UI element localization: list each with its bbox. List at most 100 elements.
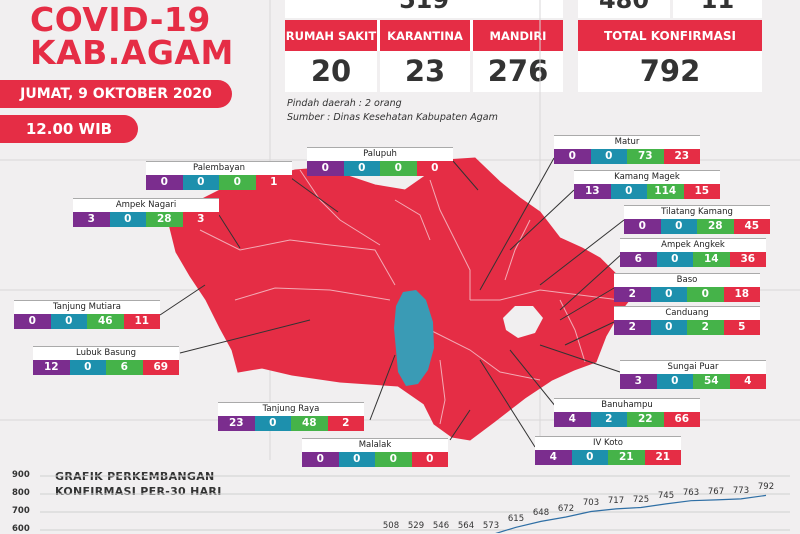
stat-value-karantina: 23 xyxy=(404,54,446,88)
partial-stat-value-a: 480 xyxy=(598,0,650,14)
district-sungai-puar: Sungai Puar 3 0 54 4 xyxy=(620,360,766,389)
district-value: 11 xyxy=(123,314,160,329)
district-value: 4 xyxy=(535,450,572,465)
district-value: 66 xyxy=(663,412,700,427)
point-value-label: 745 xyxy=(657,490,675,501)
district-value: 2 xyxy=(614,287,651,302)
district-value: 2 xyxy=(687,320,724,335)
district-tilatang-kamang: Tilatang Kamang 0 0 28 45 xyxy=(624,205,770,234)
district-value: 4 xyxy=(554,412,591,427)
district-value: 21 xyxy=(644,450,681,465)
district-name: Tanjung Raya xyxy=(218,402,364,416)
district-value: 0 xyxy=(411,452,448,467)
district-name: Canduang xyxy=(614,306,760,320)
total-value: 792 xyxy=(639,54,701,88)
note-pindah: Pindah daerah : 2 orang xyxy=(287,98,402,109)
district-value: 0 xyxy=(554,149,591,164)
point-value-label: 564 xyxy=(457,521,475,531)
district-value: 46 xyxy=(87,314,124,329)
district-value: 0 xyxy=(650,287,687,302)
district-value: 0 xyxy=(624,219,661,234)
district-value: 73 xyxy=(627,149,664,164)
y-tick-label: 700 xyxy=(12,506,30,516)
district-value: 12 xyxy=(33,360,70,375)
district-value: 0 xyxy=(50,314,87,329)
district-value: 0 xyxy=(416,161,453,176)
y-tick-label: 900 xyxy=(12,470,30,480)
district-name: Baso xyxy=(614,273,760,287)
district-name: Sungai Puar xyxy=(620,360,766,374)
district-value: 1 xyxy=(255,175,292,190)
district-ampek-angkek: Ampek Angkek 6 0 14 36 xyxy=(620,238,766,267)
district-value: 0 xyxy=(302,452,339,467)
district-value: 28 xyxy=(146,212,183,227)
treatment-stats: RUMAH SAKIT KARANTINA MANDIRI 20 23 276 xyxy=(285,20,563,92)
total-stats: TOTAL KONFIRMASI 792 xyxy=(578,20,762,92)
point-value-label: 703 xyxy=(582,498,600,509)
y-tick-label: 800 xyxy=(12,488,30,498)
district-tanjung-mutiara: Tanjung Mutiara 0 0 46 11 xyxy=(14,300,160,329)
district-value: 0 xyxy=(69,360,106,375)
district-ampek-nagari: Ampek Nagari 3 0 28 3 xyxy=(73,198,219,227)
district-value: 2 xyxy=(614,320,651,335)
district-name: Banuhampu xyxy=(554,398,700,412)
district-value: 69 xyxy=(142,360,179,375)
point-value-label: 767 xyxy=(707,486,725,497)
district-name: IV Koto xyxy=(535,436,681,450)
district-value: 28 xyxy=(697,219,734,234)
district-value: 21 xyxy=(608,450,645,465)
point-value-label: 546 xyxy=(432,521,450,531)
time-banner: 12.00 WIB xyxy=(0,115,138,143)
title-line2: KAB.AGAM xyxy=(30,33,234,72)
y-tick-label: 600 xyxy=(12,524,30,534)
district-matur: Matur 0 0 73 23 xyxy=(554,135,700,164)
district-value: 0 xyxy=(590,149,627,164)
district-value: 23 xyxy=(218,416,255,431)
district-name: Tilatang Kamang xyxy=(624,205,770,219)
partial-stat-value: 519 xyxy=(398,0,450,14)
stat-label-karantina: KARANTINA xyxy=(380,20,470,51)
district-name: Palembayan xyxy=(146,161,292,175)
district-value: 0 xyxy=(687,287,724,302)
district-value: 0 xyxy=(14,314,51,329)
point-value-label: 508 xyxy=(382,521,400,531)
district-value: 3 xyxy=(73,212,110,227)
district-value: 0 xyxy=(571,450,608,465)
district-name: Matur xyxy=(554,135,700,149)
district-value: 0 xyxy=(610,184,647,199)
district-name: Tanjung Mutiara xyxy=(14,300,160,314)
point-value-label: 717 xyxy=(607,495,625,506)
district-value: 14 xyxy=(693,252,730,267)
district-value: 0 xyxy=(338,452,375,467)
district-value: 0 xyxy=(219,175,256,190)
district-value: 0 xyxy=(650,320,687,335)
district-value: 5 xyxy=(723,320,760,335)
point-value-label: 773 xyxy=(732,485,750,496)
district-name: Palupuh xyxy=(307,147,453,161)
district-value: 114 xyxy=(647,184,684,199)
point-value-label: 792 xyxy=(757,482,775,493)
district-value: 3 xyxy=(620,374,657,389)
district-value: 13 xyxy=(574,184,611,199)
district-value: 22 xyxy=(627,412,664,427)
district-value: 48 xyxy=(291,416,328,431)
district-name: Ampek Angkek xyxy=(620,238,766,252)
district-value: 0 xyxy=(380,161,417,176)
trend-line xyxy=(495,494,767,533)
district-kamang-magek: Kamang Magek 13 0 114 15 xyxy=(574,170,720,199)
lake-maninjau xyxy=(394,290,434,386)
district-name: Malalak xyxy=(302,438,448,452)
point-value-label: 648 xyxy=(532,508,550,519)
stat-value-mandiri: 276 xyxy=(487,54,549,88)
district-value: 0 xyxy=(343,161,380,176)
district-value: 18 xyxy=(723,287,760,302)
district-tanjung-raya: Tanjung Raya 23 0 48 2 xyxy=(218,402,364,431)
enclave xyxy=(503,306,543,338)
stat-label-rumah-sakit: RUMAH SAKIT xyxy=(285,20,377,51)
district-value: 4 xyxy=(729,374,766,389)
district-value: 3 xyxy=(182,212,219,227)
